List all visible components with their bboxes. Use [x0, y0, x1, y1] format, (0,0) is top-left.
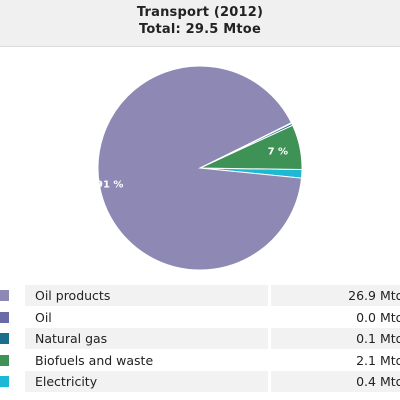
legend-label: Electricity [35, 374, 98, 389]
legend-value: 0.0 Mtoe [356, 309, 400, 325]
legend-row-bg [271, 371, 400, 392]
legend-value: 0.1 Mtoe [356, 331, 400, 346]
legend-row-bg [271, 285, 400, 306]
legend-label: Oil products [35, 288, 111, 303]
chart-header: Transport (2012) Total: 29.5 Mtoe [0, 0, 400, 47]
legend-row[interactable]: Natural gas 0.1 Mtoe [0, 328, 400, 349]
chart-title: Transport (2012) [136, 5, 264, 20]
legend-row-bg [271, 328, 400, 349]
legend-row[interactable]: Electricity 0.4 Mtoe [0, 371, 400, 392]
legend-label: Biofuels and waste [35, 352, 154, 368]
pie-chart: 7 % 91 % [96, 65, 303, 271]
legend-row[interactable]: Oil products 26.9 Mtoe [0, 285, 400, 306]
chart-subtitle: Total: 29.5 Mtoe [139, 22, 261, 37]
legend-swatch [0, 376, 9, 387]
legend-row-bg [25, 307, 268, 328]
legend-swatch [0, 311, 9, 323]
pie-slice-oil-products[interactable] [97, 65, 303, 271]
legend-label: Oil [35, 309, 52, 325]
legend-row[interactable]: Oil 0.0 Mtoe [0, 307, 400, 328]
legend-swatch [0, 290, 9, 301]
legend-value: 26.9 Mtoe [348, 288, 400, 303]
legend-swatch [0, 354, 9, 366]
legend-value: 0.4 Mtoe [356, 374, 400, 389]
legend-row-bg [25, 328, 268, 349]
legend-value: 2.1 Mtoe [356, 352, 400, 368]
legend-swatch [0, 333, 9, 344]
legend-row-bg [25, 285, 268, 306]
legend-row-bg [25, 371, 268, 392]
legend-label: Natural gas [35, 331, 108, 346]
pie-percent-label: 91 % [96, 179, 123, 190]
pie-percent-label: 7 % [268, 147, 288, 158]
legend-row[interactable]: Biofuels and waste 2.1 Mtoe [0, 350, 400, 371]
